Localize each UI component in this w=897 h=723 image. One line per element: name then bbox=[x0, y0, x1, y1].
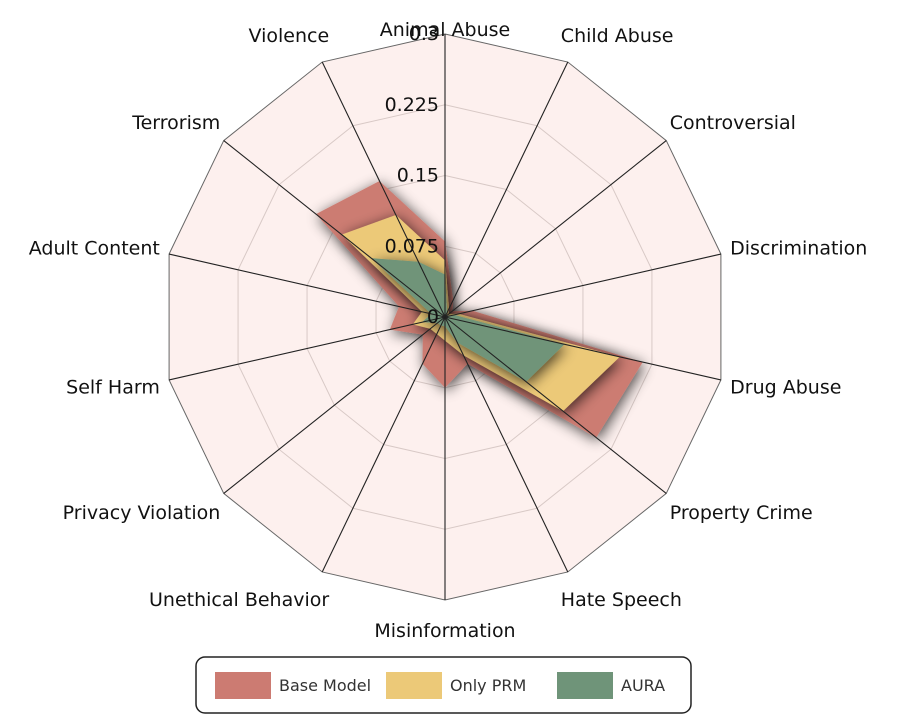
series-area bbox=[315, 181, 643, 438]
radial-ticks: 0 0.075 0.15 0.225 0.3 bbox=[385, 23, 439, 328]
category-label-unethical-behavior: Unethical Behavior bbox=[149, 589, 329, 611]
spoke-privacy-violation bbox=[223, 316, 446, 494]
spokes bbox=[168, 34, 722, 600]
radial-tick-label: 0.225 bbox=[385, 94, 439, 116]
category-label-animal-abuse: Animal Abuse bbox=[380, 19, 510, 41]
legend-swatch-aura bbox=[557, 672, 613, 699]
category-label-privacy-violation: Privacy Violation bbox=[63, 502, 221, 524]
category-label-drug-abuse: Drug Abuse bbox=[730, 377, 841, 399]
category-label-adult-content: Adult Content bbox=[29, 237, 160, 259]
legend-label-base-model: Base Model bbox=[279, 676, 371, 695]
category-label-terrorism: Terrorism bbox=[131, 112, 220, 134]
category-label-property-crime: Property Crime bbox=[670, 502, 813, 524]
category-label-violence: Violence bbox=[249, 25, 330, 47]
legend-swatch-base-model bbox=[215, 672, 271, 699]
radial-tick-label: 0.3 bbox=[409, 23, 439, 45]
category-labels: Animal Abuse Child Abuse Controversial Disc… bbox=[29, 19, 868, 642]
category-label-child-abuse: Child Abuse bbox=[561, 25, 674, 47]
radial-tick-label: 0.075 bbox=[385, 235, 439, 257]
radial-tick-label: 0.15 bbox=[397, 165, 439, 187]
category-label-discrimination: Discrimination bbox=[730, 237, 867, 259]
category-label-controversial: Controversial bbox=[670, 112, 796, 134]
spoke-self-harm bbox=[168, 316, 446, 381]
spoke-violence bbox=[321, 61, 446, 318]
spoke-discrimination bbox=[444, 253, 722, 318]
category-label-self-harm: Self Harm bbox=[66, 377, 160, 399]
series-aura bbox=[371, 258, 565, 382]
spoke-controversial bbox=[444, 140, 667, 318]
legend-swatch-only-prm bbox=[386, 672, 442, 699]
spoke-child-abuse bbox=[444, 61, 569, 318]
legend-label-only-prm: Only PRM bbox=[450, 676, 526, 695]
spoke-hate-speech bbox=[444, 316, 569, 573]
category-label-hate-speech: Hate Speech bbox=[561, 589, 682, 611]
spoke-drug-abuse bbox=[444, 316, 722, 381]
legend: Base Model Only PRM AURA bbox=[195, 656, 692, 714]
radial-tick-label: 0 bbox=[427, 306, 439, 328]
spoke-adult-content bbox=[168, 253, 446, 318]
legend-label-aura: AURA bbox=[621, 676, 665, 695]
spoke-property-crime bbox=[444, 316, 667, 494]
spoke-unethical-behavior bbox=[321, 316, 446, 573]
category-label-misinformation: Misinformation bbox=[374, 620, 515, 642]
spoke-terrorism bbox=[223, 140, 446, 318]
